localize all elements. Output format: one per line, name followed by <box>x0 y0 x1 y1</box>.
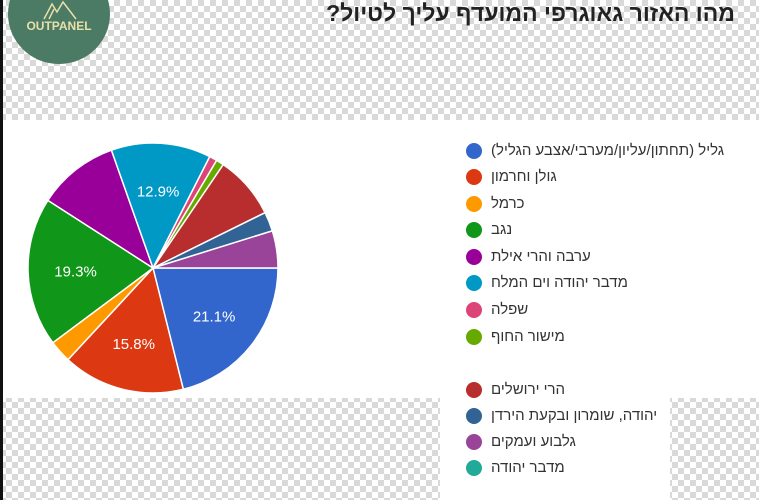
outpanel-logo: OUTPANEL <box>8 0 110 64</box>
slice-data-label: 12.9% <box>137 184 180 201</box>
legend-item[interactable]: מדבר יהודה <box>466 459 565 476</box>
legend-swatch <box>466 142 482 159</box>
pie-slice[interactable] <box>152 267 279 391</box>
pie-slice[interactable] <box>27 199 155 344</box>
legend-label: מדבר יהודה וים המלח <box>491 274 628 291</box>
slice-data-label: 15.8% <box>112 336 155 353</box>
legend-label: גולן וחרמון <box>491 168 557 185</box>
legend-item[interactable]: גולן וחרמון <box>466 168 557 185</box>
legend-swatch <box>466 168 482 185</box>
legend-item[interactable]: שפלה <box>466 301 528 318</box>
legend-item[interactable]: הרי ירושלים <box>466 381 565 398</box>
pie-chart: 21.1% 15.8% 19.3% 12.9% <box>27 142 279 394</box>
legend-label: שפלה <box>491 301 529 318</box>
legend-label: יהודה, שומרון ובקעת הירדן <box>491 407 658 424</box>
legend-swatch <box>466 248 482 265</box>
legend-label: גלבוע ועמקים <box>491 433 576 450</box>
legend-swatch <box>466 301 482 318</box>
legend-swatch <box>466 328 482 345</box>
legend-swatch <box>466 274 482 291</box>
legend-item[interactable]: גלבוע ועמקים <box>466 433 576 450</box>
legend-item[interactable]: יהודה, שומרון ובקעת הירדן <box>466 407 657 424</box>
legend-label: גליל (תחתון/עליון/מערבי/אצבע הגליל) <box>491 142 725 159</box>
legend-swatch <box>466 433 482 450</box>
legend-swatch <box>466 459 482 476</box>
slice-data-label: 19.3% <box>54 264 97 281</box>
legend-label: הרי ירושלים <box>491 381 566 398</box>
legend-swatch <box>466 195 482 212</box>
legend-label: כרמל <box>491 195 525 212</box>
legend-swatch <box>466 407 482 424</box>
chart-title: מהו האזור גאוגרפי המועדף עליך לטיול? <box>326 0 735 26</box>
legend-item[interactable]: כרמל <box>466 195 525 212</box>
pie-slice[interactable] <box>110 142 211 270</box>
legend-item[interactable]: גליל (תחתון/עליון/מערבי/אצבע הגליל) <box>466 142 724 159</box>
pie-slice[interactable] <box>66 266 185 394</box>
legend-label: מדבר יהודה <box>491 459 565 476</box>
logo-text: OUTPANEL <box>26 19 92 33</box>
legend-item[interactable]: ערבה והרי אילת <box>466 248 591 265</box>
mountain-icon <box>43 0 77 20</box>
legend-label: נגב <box>491 221 513 238</box>
legend-item[interactable]: מישור החוף <box>466 328 565 345</box>
pie-slice[interactable] <box>152 229 279 269</box>
left-edge <box>0 0 3 500</box>
slice-data-label: 21.1% <box>193 309 236 326</box>
legend-item[interactable]: מדבר יהודה וים המלח <box>466 274 628 291</box>
legend-label: ערבה והרי אילת <box>491 248 591 265</box>
legend-swatch <box>466 221 482 238</box>
legend-item[interactable]: נגב <box>466 221 512 238</box>
legend-swatch <box>466 381 482 398</box>
pie-slice[interactable] <box>46 149 155 270</box>
legend-label: מישור החוף <box>491 328 565 345</box>
